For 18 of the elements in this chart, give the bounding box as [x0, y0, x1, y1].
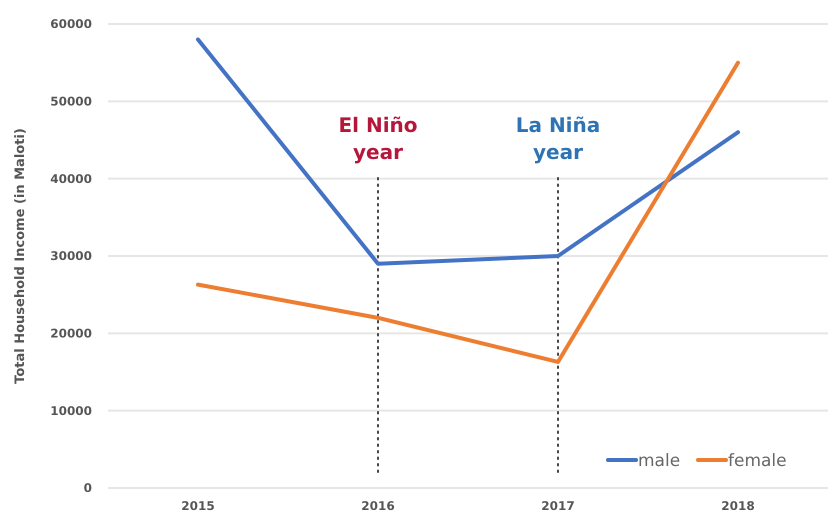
x-tick-label: 2017 [541, 499, 575, 513]
ref-line-label: El Niño year [338, 113, 418, 164]
y-tick-label: 0 [84, 481, 92, 496]
x-tick-label: 2015 [181, 499, 215, 513]
line-series [196, 60, 740, 364]
ref-line-label: La Niña year [516, 113, 600, 164]
y-tick-label: 30000 [50, 249, 92, 264]
y-tick-label: 40000 [50, 172, 92, 186]
x-tick-label: 2016 [361, 499, 395, 513]
y-tick-label: 60000 [50, 17, 92, 32]
line-series [196, 37, 740, 266]
legend-label: female [728, 450, 787, 471]
y-tick-label: 50000 [50, 94, 92, 109]
legend-label: male [638, 450, 680, 471]
x-tick-label: 2018 [721, 499, 755, 513]
y-axis-title: Total Household Income (in Maloti) [13, 128, 28, 384]
y-tick-label: 20000 [50, 326, 92, 341]
y-tick-label: 10000 [50, 404, 92, 418]
